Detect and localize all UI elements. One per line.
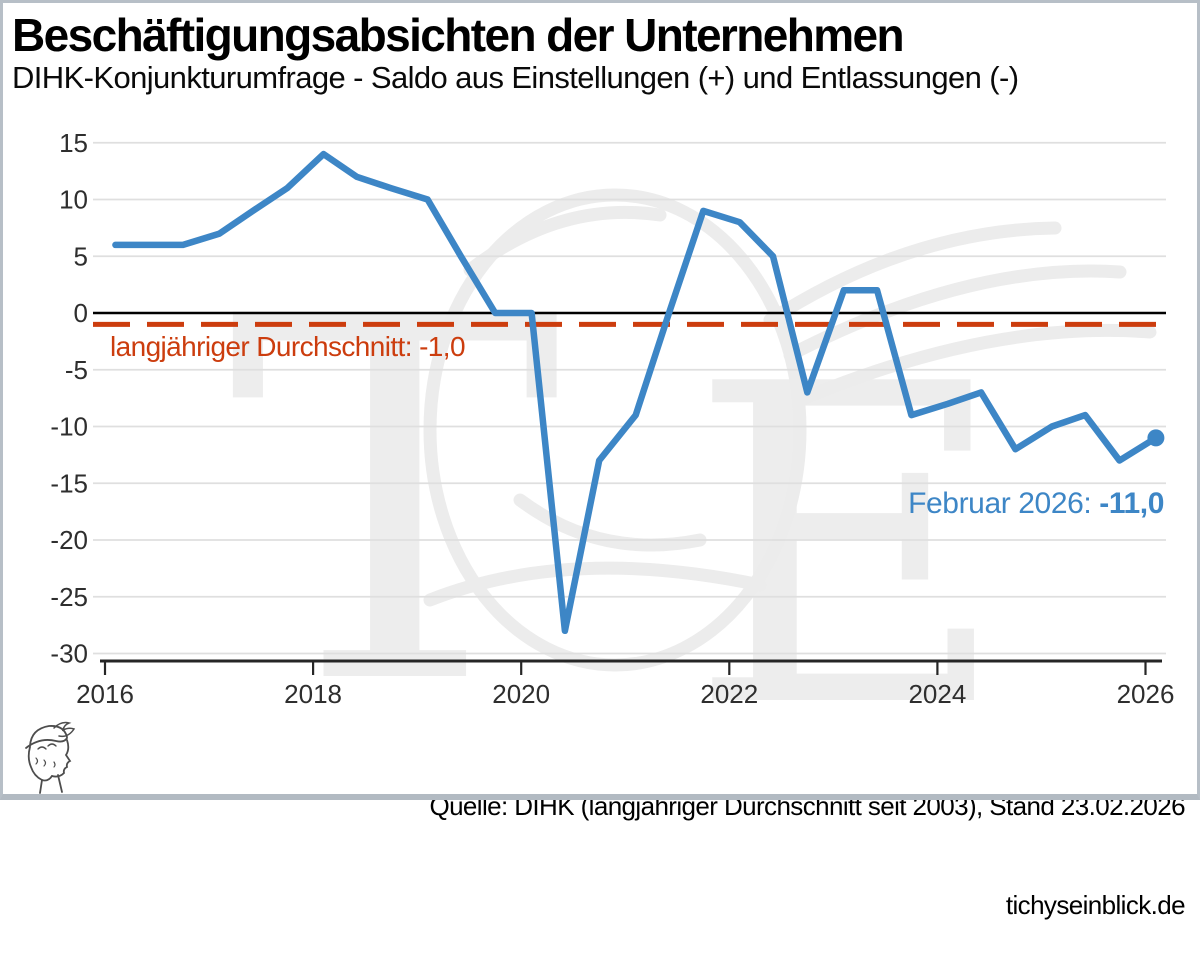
annotation-label: Februar 2026: (908, 487, 1100, 520)
axes: 15 10 5 0 -5 -10 -15 -20 -25 -30 2016 2018 2020 2022 2… (50, 128, 1174, 709)
x-tick-label: 2016 (76, 679, 134, 709)
chart-footer: Quelle: DIHK (langjähriger Durchschnitt … (429, 724, 1185, 955)
y-tick-label: -15 (50, 468, 88, 498)
watermark-mercury-head (423, 188, 1157, 672)
page-subtitle: DIHK-Konjunkturumfrage - Saldo aus Einst… (12, 60, 1019, 95)
x-tick-label: 2026 (1117, 679, 1175, 709)
average-line-label: langjähriger Durchschnitt: -1,0 (110, 331, 466, 362)
x-tick-label: 2018 (284, 679, 342, 709)
data-series (112, 150, 1165, 635)
y-tick-label: -30 (50, 639, 88, 669)
y-tick-label: 0 (74, 298, 88, 328)
y-tick-label: 15 (59, 128, 88, 158)
employment-balance-line (112, 150, 1160, 635)
svg-text:T: T (228, 212, 564, 794)
source-note: Quelle: DIHK (langjähriger Durchschnitt … (429, 791, 1185, 821)
y-tick-label: -20 (50, 525, 88, 555)
x-tick-label: 2020 (492, 679, 550, 709)
y-tick-label: 10 (59, 185, 88, 215)
y-tick-label: -25 (50, 582, 88, 612)
latest-value-annotation: Februar 2026: -11,0 (908, 487, 1164, 521)
y-tick-label: 5 (74, 241, 88, 271)
tichys-einblick-mercury-logo-icon (25, 721, 76, 794)
watermark-te-logo: T E (228, 188, 1157, 800)
x-tick-label: 2022 (700, 679, 758, 709)
annotation-value: -11,0 (1099, 487, 1164, 520)
employment-intentions-line-chart: T E 15 10 5 0 -5 -10 -15 -20 -25 -30 2016 2018 2020 2… (50, 128, 1174, 800)
page-title: Beschäftigungsabsichten der Unternehmen (12, 9, 905, 61)
y-tick-label: -10 (50, 412, 88, 442)
y-tick-label: -5 (65, 355, 88, 385)
x-tick-label: 2024 (908, 679, 966, 709)
last-point-marker (1147, 429, 1165, 447)
site-name: tichyseinblick.de (1005, 890, 1186, 920)
gridlines (93, 141, 1166, 655)
